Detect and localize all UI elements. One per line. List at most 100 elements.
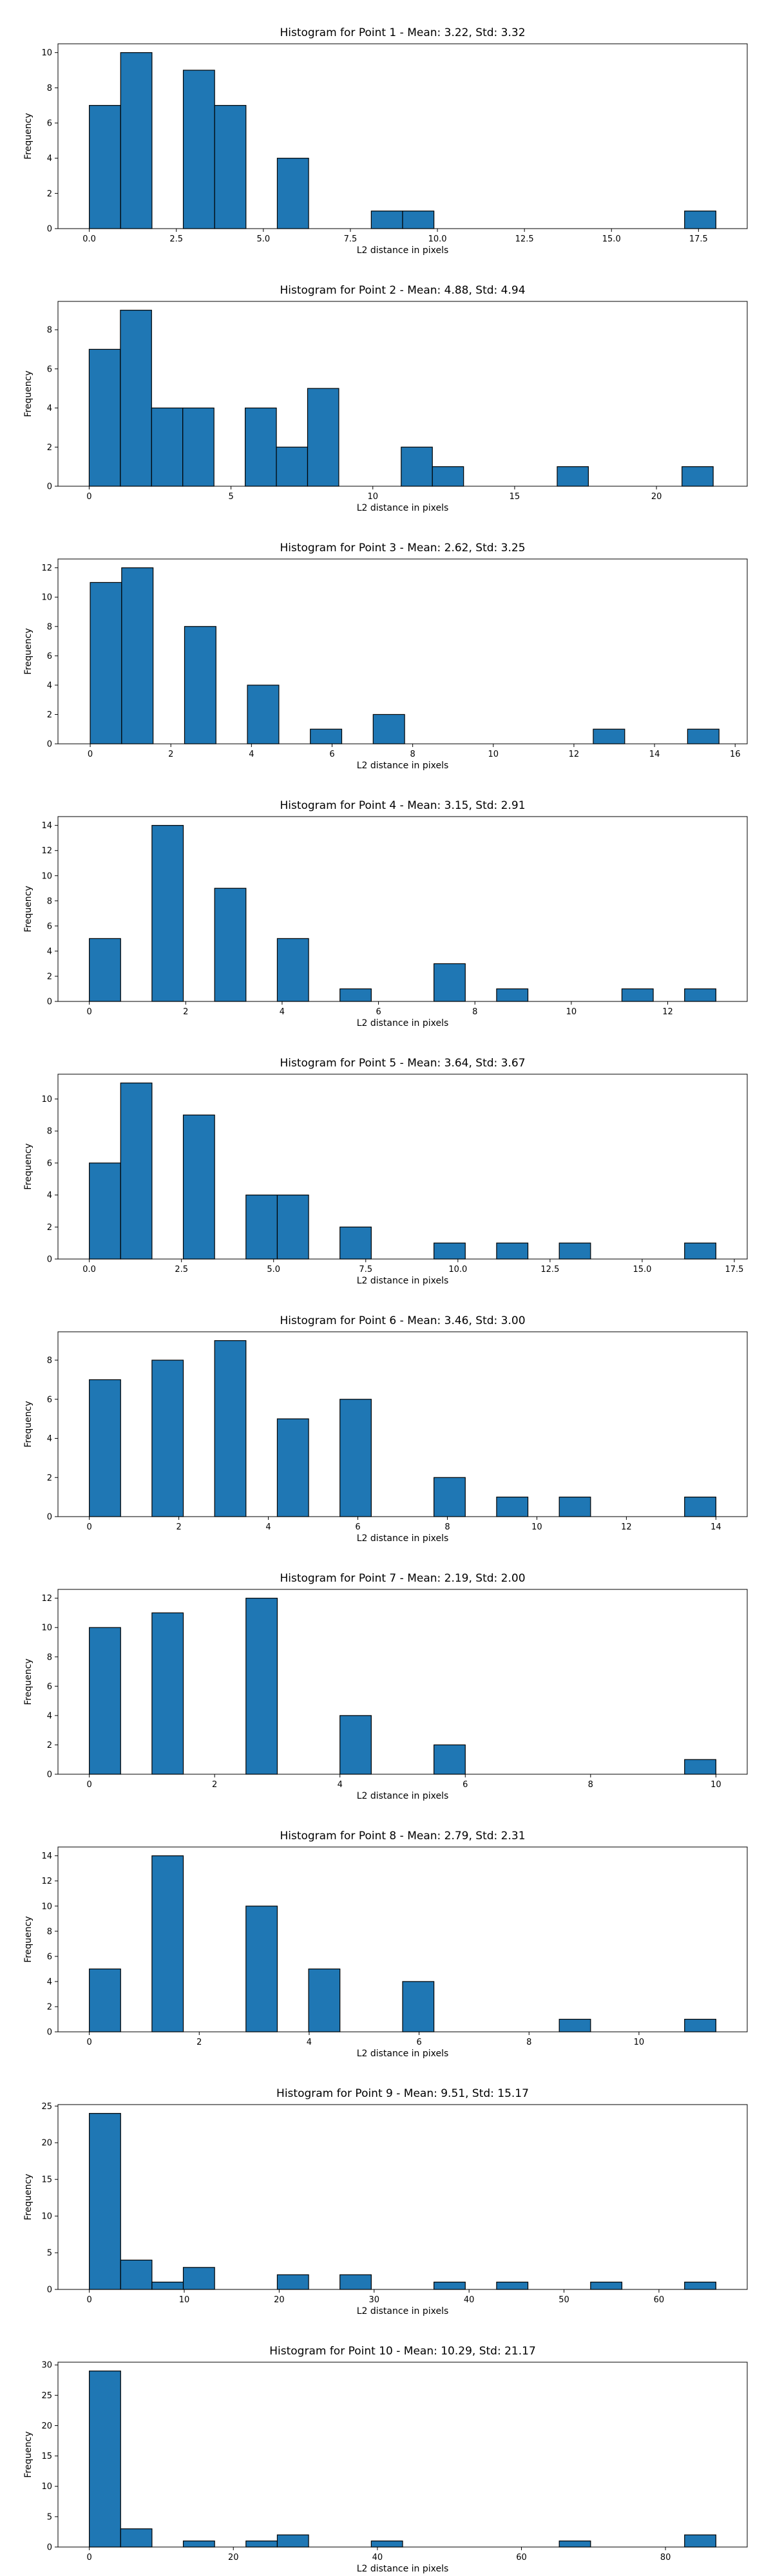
x-axis-label: L2 distance in pixels — [357, 1791, 449, 1801]
chart-title: Histogram for Point 8 - Mean: 2.79, Std:… — [280, 1830, 525, 1842]
x-tick-label: 17.5 — [689, 234, 708, 244]
x-tick-label: 8 — [444, 1522, 450, 1532]
histogram-bar — [557, 466, 589, 487]
y-tick-label: 0 — [47, 482, 52, 492]
histogram-chart-7: Histogram for Point 7 - Mean: 2.19, Std:… — [23, 1572, 748, 1801]
x-tick-label: 0 — [88, 750, 93, 759]
x-tick-label: 40 — [464, 2295, 475, 2305]
histogram-bar — [339, 988, 372, 1002]
histogram-bar — [684, 2282, 716, 2290]
chart-title: Histogram for Point 9 - Mean: 9.51, Std:… — [276, 2087, 529, 2100]
x-tick-label: 50 — [558, 2295, 569, 2305]
x-tick-label: 15.0 — [602, 234, 621, 244]
x-axis-label: L2 distance in pixels — [357, 761, 449, 771]
histogram-chart-6: Histogram for Point 6 - Mean: 3.46, Std:… — [23, 1314, 748, 1544]
chart-title: Histogram for Point 3 - Mean: 2.62, Std:… — [280, 542, 525, 554]
histogram-bar — [402, 1981, 435, 2032]
y-tick-label: 12 — [41, 564, 52, 573]
x-tick-label: 6 — [416, 2038, 421, 2047]
x-tick-label: 4 — [280, 1007, 285, 1017]
x-tick-label: 2.5 — [175, 1265, 188, 1274]
y-tick-label: 14 — [41, 821, 52, 831]
histogram-bar — [120, 52, 153, 229]
y-tick-label: 6 — [47, 119, 52, 129]
x-tick-label: 10 — [531, 1522, 542, 1532]
x-tick-label: 10 — [566, 1007, 577, 1017]
x-tick-label: 0 — [86, 492, 91, 502]
chart-title: Histogram for Point 5 - Mean: 3.64, Std:… — [280, 1057, 525, 1070]
histogram-bar — [276, 1195, 309, 1260]
x-tick-label: 6 — [463, 1780, 468, 1790]
y-tick-label: 6 — [47, 1159, 52, 1168]
y-tick-label: 2 — [47, 710, 52, 720]
x-tick-label: 0 — [86, 2553, 91, 2562]
histogram-bar — [434, 963, 466, 1002]
histogram-bar — [182, 2540, 215, 2548]
y-tick-label: 8 — [47, 1356, 52, 1366]
y-tick-label: 0 — [47, 1513, 52, 1522]
y-axis-label: Frequency — [23, 1401, 33, 1447]
x-tick-label: 2 — [176, 1522, 181, 1532]
histogram-bar — [432, 466, 464, 487]
chart-title: Histogram for Point 2 - Mean: 4.88, Std:… — [280, 284, 525, 297]
histogram-bar — [151, 1359, 184, 1517]
y-tick-label: 6 — [47, 652, 52, 661]
x-tick-label: 10.0 — [428, 234, 447, 244]
histogram-bar — [307, 388, 339, 487]
x-axis-label: L2 distance in pixels — [357, 1276, 449, 1286]
histogram-bar — [372, 714, 405, 744]
x-tick-label: 5.0 — [267, 1265, 280, 1274]
y-tick-label: 10 — [41, 1902, 52, 1911]
y-axis-label: Frequency — [23, 1916, 33, 1962]
histogram-bar — [496, 988, 529, 1002]
histogram-bar — [308, 1968, 341, 2032]
x-tick-label: 5.0 — [256, 234, 270, 244]
histogram-bar — [558, 1242, 591, 1260]
histogram-bar — [245, 1906, 278, 2032]
y-tick-label: 0 — [47, 1255, 52, 1265]
y-tick-label: 10 — [41, 2212, 52, 2222]
y-tick-label: 6 — [47, 1682, 52, 1692]
x-tick-label: 14 — [649, 750, 660, 759]
y-tick-label: 4 — [47, 1977, 52, 1987]
y-tick-label: 8 — [47, 1127, 52, 1137]
x-axis-label: L2 distance in pixels — [357, 245, 449, 256]
plot-area-frame — [57, 2362, 748, 2548]
histogram-bar — [339, 2274, 372, 2290]
y-axis-label: Frequency — [23, 1143, 33, 1189]
histogram-chart-3: Histogram for Point 3 - Mean: 2.62, Std:… — [23, 542, 748, 771]
y-tick-label: 2 — [47, 972, 52, 981]
y-tick-label: 5 — [47, 2512, 52, 2522]
y-tick-label: 4 — [47, 1191, 52, 1200]
y-tick-label: 2 — [47, 1473, 52, 1483]
x-tick-label: 30 — [369, 2295, 380, 2305]
histogram-bar — [120, 2528, 153, 2548]
y-tick-label: 8 — [47, 84, 52, 93]
y-tick-label: 25 — [41, 2102, 52, 2112]
histogram-bar — [151, 407, 184, 487]
y-tick-label: 10 — [41, 1095, 52, 1104]
x-tick-label: 0.0 — [82, 234, 96, 244]
histogram-bar — [151, 1855, 184, 2032]
histogram-bar — [276, 2534, 309, 2548]
histogram-bar — [684, 211, 716, 229]
plot-area-frame — [57, 1074, 748, 1260]
y-tick-label: 0 — [47, 998, 52, 1007]
histogram-bar — [214, 887, 247, 1002]
histogram-bar — [684, 2534, 716, 2548]
x-tick-label: 40 — [372, 2553, 383, 2562]
y-tick-label: 4 — [47, 1711, 52, 1721]
chart-title: Histogram for Point 10 - Mean: 10.29, St… — [269, 2345, 536, 2358]
x-tick-label: 8 — [588, 1780, 593, 1790]
histogram-bar — [276, 158, 309, 229]
x-tick-label: 4 — [307, 2038, 312, 2047]
x-tick-label: 6 — [329, 750, 334, 759]
histogram-bar — [276, 2274, 309, 2290]
y-tick-label: 0 — [47, 225, 52, 234]
x-tick-label: 12.5 — [540, 1265, 559, 1274]
x-tick-label: 2 — [183, 1007, 188, 1017]
histogram-bar — [434, 2282, 466, 2290]
x-tick-label: 2 — [196, 2038, 202, 2047]
y-tick-label: 2 — [47, 189, 52, 199]
y-tick-label: 8 — [47, 1927, 52, 1937]
